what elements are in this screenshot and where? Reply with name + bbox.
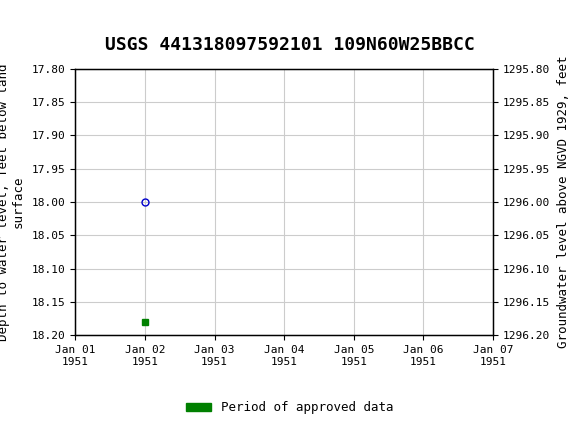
Text: USGS 441318097592101 109N60W25BBCC: USGS 441318097592101 109N60W25BBCC [105,36,475,54]
Text: ≡USGS: ≡USGS [12,16,78,36]
Y-axis label: Depth to water level, feet below land
surface: Depth to water level, feet below land su… [0,63,25,341]
Legend: Period of approved data: Period of approved data [181,396,399,419]
Y-axis label: Groundwater level above NGVD 1929, feet: Groundwater level above NGVD 1929, feet [557,56,570,348]
